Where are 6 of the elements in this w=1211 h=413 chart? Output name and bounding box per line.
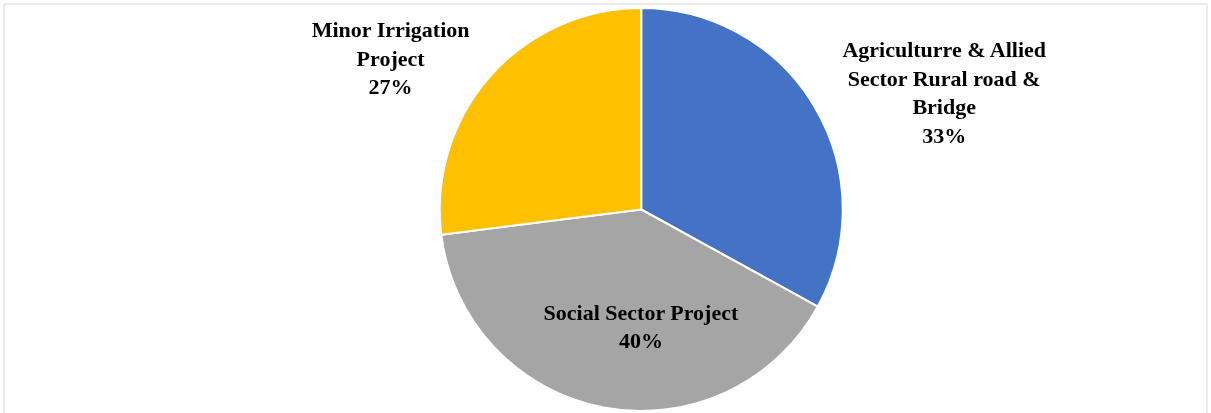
data-label: 27% [368,74,413,100]
slice-label: Social Sector Project [543,299,739,325]
slice-label: Agriculturre & Allied Sector Rural road & Bridge [842,37,1047,120]
data-label: 33% [922,122,967,148]
slice-label: Minor Irrigation Project [311,17,470,71]
data-label: 40% [618,328,663,354]
